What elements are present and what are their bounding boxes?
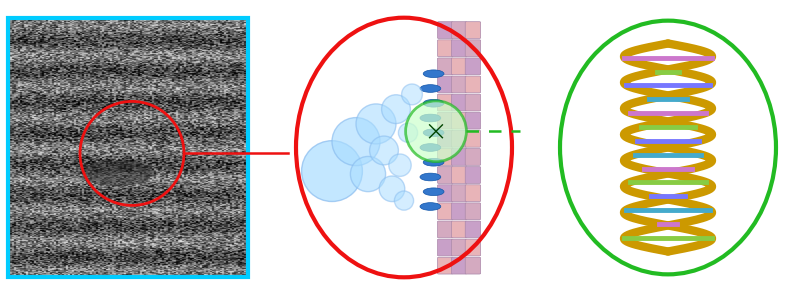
FancyBboxPatch shape — [438, 239, 453, 256]
FancyBboxPatch shape — [451, 257, 466, 274]
Ellipse shape — [379, 176, 405, 201]
FancyBboxPatch shape — [451, 239, 466, 256]
Circle shape — [423, 99, 444, 107]
FancyBboxPatch shape — [466, 185, 481, 201]
Ellipse shape — [389, 154, 411, 176]
FancyBboxPatch shape — [451, 112, 466, 129]
Ellipse shape — [398, 123, 418, 142]
Circle shape — [420, 114, 441, 122]
FancyBboxPatch shape — [451, 221, 466, 238]
Ellipse shape — [406, 101, 466, 162]
FancyBboxPatch shape — [438, 58, 453, 75]
FancyBboxPatch shape — [451, 130, 466, 147]
FancyBboxPatch shape — [438, 130, 453, 147]
Circle shape — [423, 70, 444, 78]
FancyBboxPatch shape — [438, 94, 453, 111]
FancyBboxPatch shape — [466, 130, 481, 147]
FancyBboxPatch shape — [466, 76, 481, 93]
Circle shape — [420, 203, 441, 210]
FancyBboxPatch shape — [451, 167, 466, 183]
FancyBboxPatch shape — [451, 76, 466, 93]
Ellipse shape — [356, 104, 396, 144]
FancyBboxPatch shape — [466, 167, 481, 183]
FancyBboxPatch shape — [438, 185, 453, 201]
Circle shape — [423, 129, 444, 137]
FancyBboxPatch shape — [438, 203, 453, 220]
Circle shape — [420, 173, 441, 181]
FancyBboxPatch shape — [451, 58, 466, 75]
Ellipse shape — [350, 156, 386, 192]
FancyBboxPatch shape — [438, 76, 453, 93]
FancyBboxPatch shape — [451, 40, 466, 57]
Ellipse shape — [370, 136, 398, 165]
FancyBboxPatch shape — [438, 167, 453, 183]
FancyBboxPatch shape — [438, 221, 453, 238]
FancyBboxPatch shape — [466, 40, 481, 57]
Ellipse shape — [302, 141, 362, 201]
FancyBboxPatch shape — [438, 112, 453, 129]
FancyBboxPatch shape — [466, 112, 481, 129]
FancyBboxPatch shape — [451, 94, 466, 111]
Circle shape — [420, 85, 441, 92]
FancyBboxPatch shape — [451, 22, 466, 38]
FancyBboxPatch shape — [451, 149, 466, 165]
FancyBboxPatch shape — [438, 40, 453, 57]
FancyBboxPatch shape — [466, 22, 481, 38]
Circle shape — [420, 144, 441, 151]
FancyBboxPatch shape — [466, 94, 481, 111]
FancyBboxPatch shape — [466, 221, 481, 238]
FancyBboxPatch shape — [466, 58, 481, 75]
Ellipse shape — [332, 118, 380, 165]
Circle shape — [423, 158, 444, 166]
FancyBboxPatch shape — [438, 257, 453, 274]
FancyBboxPatch shape — [451, 185, 466, 201]
Circle shape — [423, 188, 444, 196]
FancyBboxPatch shape — [466, 149, 481, 165]
FancyBboxPatch shape — [466, 257, 481, 274]
FancyBboxPatch shape — [438, 149, 453, 165]
FancyBboxPatch shape — [438, 22, 453, 38]
Ellipse shape — [402, 84, 422, 105]
FancyBboxPatch shape — [466, 203, 481, 220]
FancyBboxPatch shape — [451, 203, 466, 220]
FancyBboxPatch shape — [466, 239, 481, 256]
Ellipse shape — [382, 95, 410, 124]
Ellipse shape — [394, 191, 414, 210]
